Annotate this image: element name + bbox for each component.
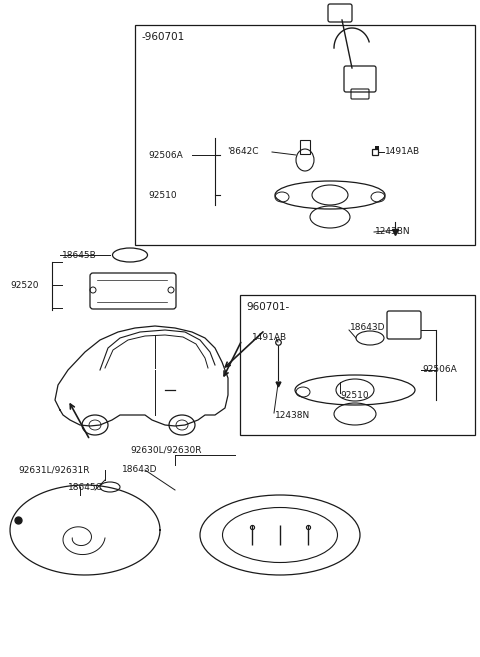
- Text: 18643D: 18643D: [350, 323, 385, 332]
- Text: 12438N: 12438N: [275, 411, 310, 420]
- Text: 92630L/92630R: 92630L/92630R: [130, 445, 202, 455]
- Text: 18645C: 18645C: [68, 482, 103, 491]
- Text: 92506A: 92506A: [422, 365, 457, 374]
- Bar: [135, 25, 475, 245]
- Bar: [240, 295, 475, 435]
- Text: 1491AB: 1491AB: [385, 148, 420, 156]
- Text: 960701-: 960701-: [246, 302, 289, 312]
- Text: 92510: 92510: [148, 191, 177, 200]
- Text: 1491AB: 1491AB: [252, 334, 287, 342]
- Text: 92631L/92631R: 92631L/92631R: [18, 466, 89, 474]
- Text: 92510: 92510: [340, 390, 369, 399]
- Text: 92506A: 92506A: [148, 150, 183, 160]
- Text: '8642C: '8642C: [227, 148, 259, 156]
- Text: 92520: 92520: [10, 281, 38, 290]
- Text: 18645B: 18645B: [62, 250, 97, 260]
- Text: -960701: -960701: [141, 32, 184, 42]
- Text: 18643D: 18643D: [122, 466, 157, 474]
- Text: 1243BN: 1243BN: [375, 227, 410, 237]
